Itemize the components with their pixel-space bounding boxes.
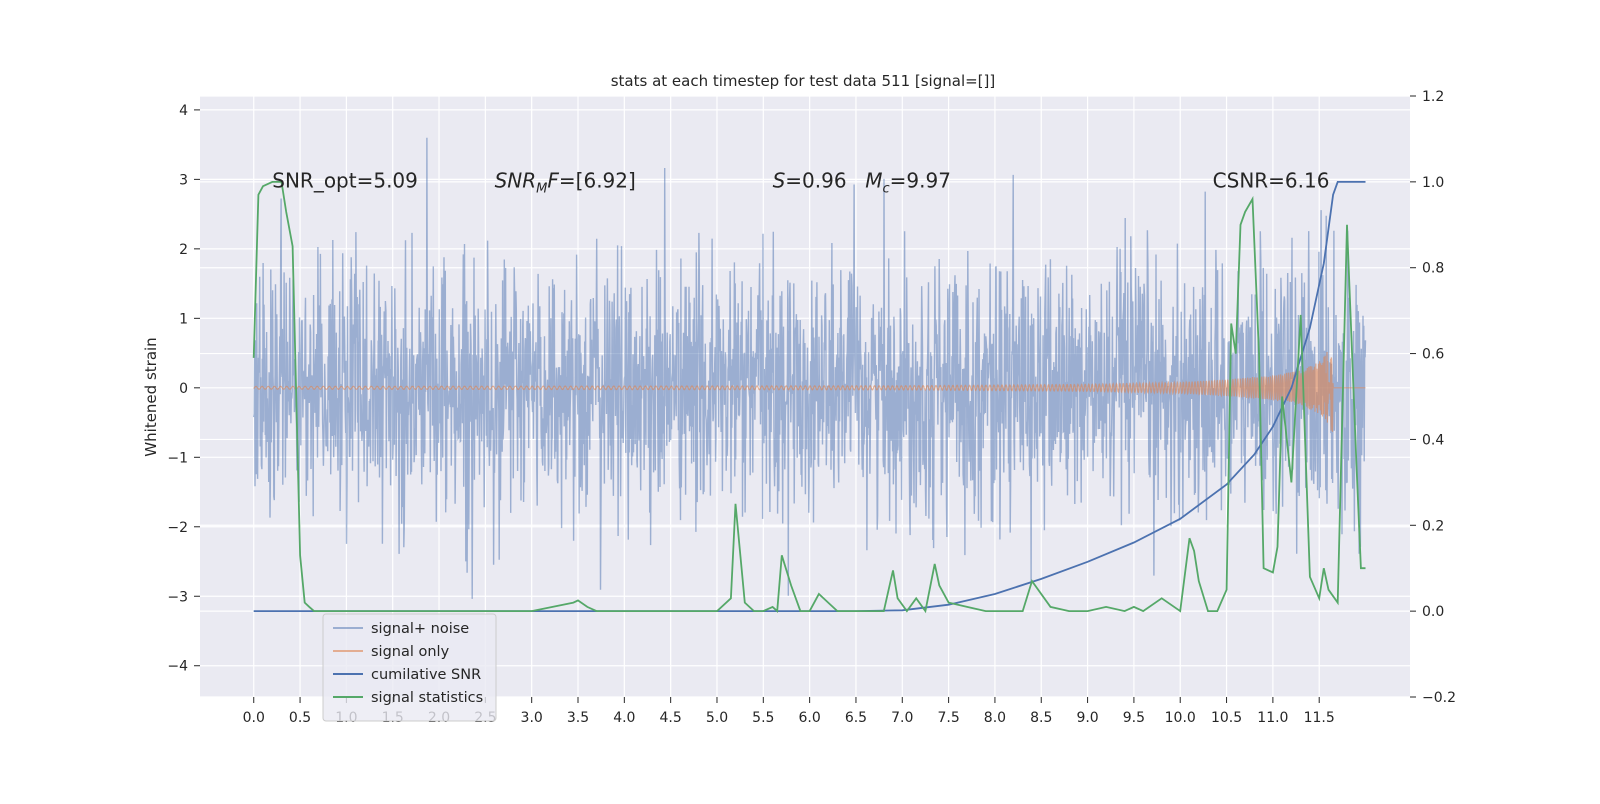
x-tick-label: 4.5 xyxy=(660,710,682,726)
y2-tick-label: 1.0 xyxy=(1422,175,1444,191)
y2-tick-label: 0.4 xyxy=(1422,432,1444,448)
series-signal-noise-line xyxy=(253,137,1367,599)
legend-label: signal+ noise xyxy=(371,621,469,637)
annotation-overlap: S=0.96 xyxy=(773,168,847,192)
series-layer xyxy=(252,137,1367,614)
annotations: SNR_opt=5.09 SNRMF=[6.92] S=0.96 Mc=9.97 CSN… xyxy=(272,168,1329,196)
annotation-snr-mf: SNRMF=[6.92] xyxy=(495,168,636,196)
x-tick-label: 3.5 xyxy=(567,710,589,726)
chart-title: stats at each timestep for test data 511… xyxy=(611,72,996,90)
x-tick-label: 8.5 xyxy=(1030,710,1052,726)
y-tick-label: 1 xyxy=(179,311,188,327)
x-tick-label: 3.0 xyxy=(521,710,543,726)
x-tick-label: 5.0 xyxy=(706,710,728,726)
y-tick-label: −4 xyxy=(167,659,188,675)
series-signal-statistics-line xyxy=(252,181,1366,614)
y2-tick-label: 0.8 xyxy=(1422,261,1444,277)
x-tick-label: 11.0 xyxy=(1257,710,1288,726)
x-tick-label: 9.5 xyxy=(1123,710,1145,726)
series-cumulative-snr-line xyxy=(253,181,1366,612)
y-axis-label: Whitened strain xyxy=(142,337,160,456)
y-tick-label: 2 xyxy=(179,242,188,258)
series-signal-only-line xyxy=(253,351,1366,432)
x-tick-label: 0.0 xyxy=(243,710,265,726)
x-tick-label: 8.0 xyxy=(984,710,1006,726)
x-tick-label: 5.5 xyxy=(752,710,774,726)
x-tick-label: 6.0 xyxy=(798,710,820,726)
x-tick-label: 11.5 xyxy=(1304,710,1335,726)
y2-tick-label: 0.2 xyxy=(1422,518,1444,534)
legend-label: cumilative SNR xyxy=(371,667,481,683)
x-tick-label: 6.5 xyxy=(845,710,867,726)
annotation-snr-opt: SNR_opt=5.09 xyxy=(272,168,418,192)
x-tick-label: 10.0 xyxy=(1165,710,1196,726)
legend-label: signal statistics xyxy=(371,690,483,706)
y-tick-label: 0 xyxy=(179,381,188,397)
x-tick-label: 4.0 xyxy=(613,710,635,726)
y2-tick-label: −0.2 xyxy=(1422,690,1456,706)
y2-tick-label: 1.2 xyxy=(1422,89,1444,105)
y-tick-label: 4 xyxy=(179,103,188,119)
y-tick-label: −2 xyxy=(167,520,188,536)
legend-box xyxy=(322,613,497,722)
x-tick-label: 7.0 xyxy=(891,710,913,726)
x-tick-label: 7.5 xyxy=(937,710,959,726)
legend: signal+ noise signal only cumilative SNR si… xyxy=(322,613,497,722)
annotation-chirp-mass: Mc=9.97 xyxy=(865,168,951,196)
y-tick-label: −1 xyxy=(167,450,188,466)
x-tick-label: 0.5 xyxy=(289,710,311,726)
x-tick-label: 10.5 xyxy=(1211,710,1242,726)
legend-label: signal only xyxy=(371,644,450,660)
y-tick-label: −3 xyxy=(167,589,188,605)
y2-tick-label: 0.6 xyxy=(1422,347,1444,363)
y-tick-label: 3 xyxy=(179,172,188,188)
x-tick-label: 9.0 xyxy=(1076,710,1098,726)
y2-tick-label: 0.0 xyxy=(1422,604,1444,620)
annotation-csnr: CSNR=6.16 xyxy=(1213,168,1330,192)
